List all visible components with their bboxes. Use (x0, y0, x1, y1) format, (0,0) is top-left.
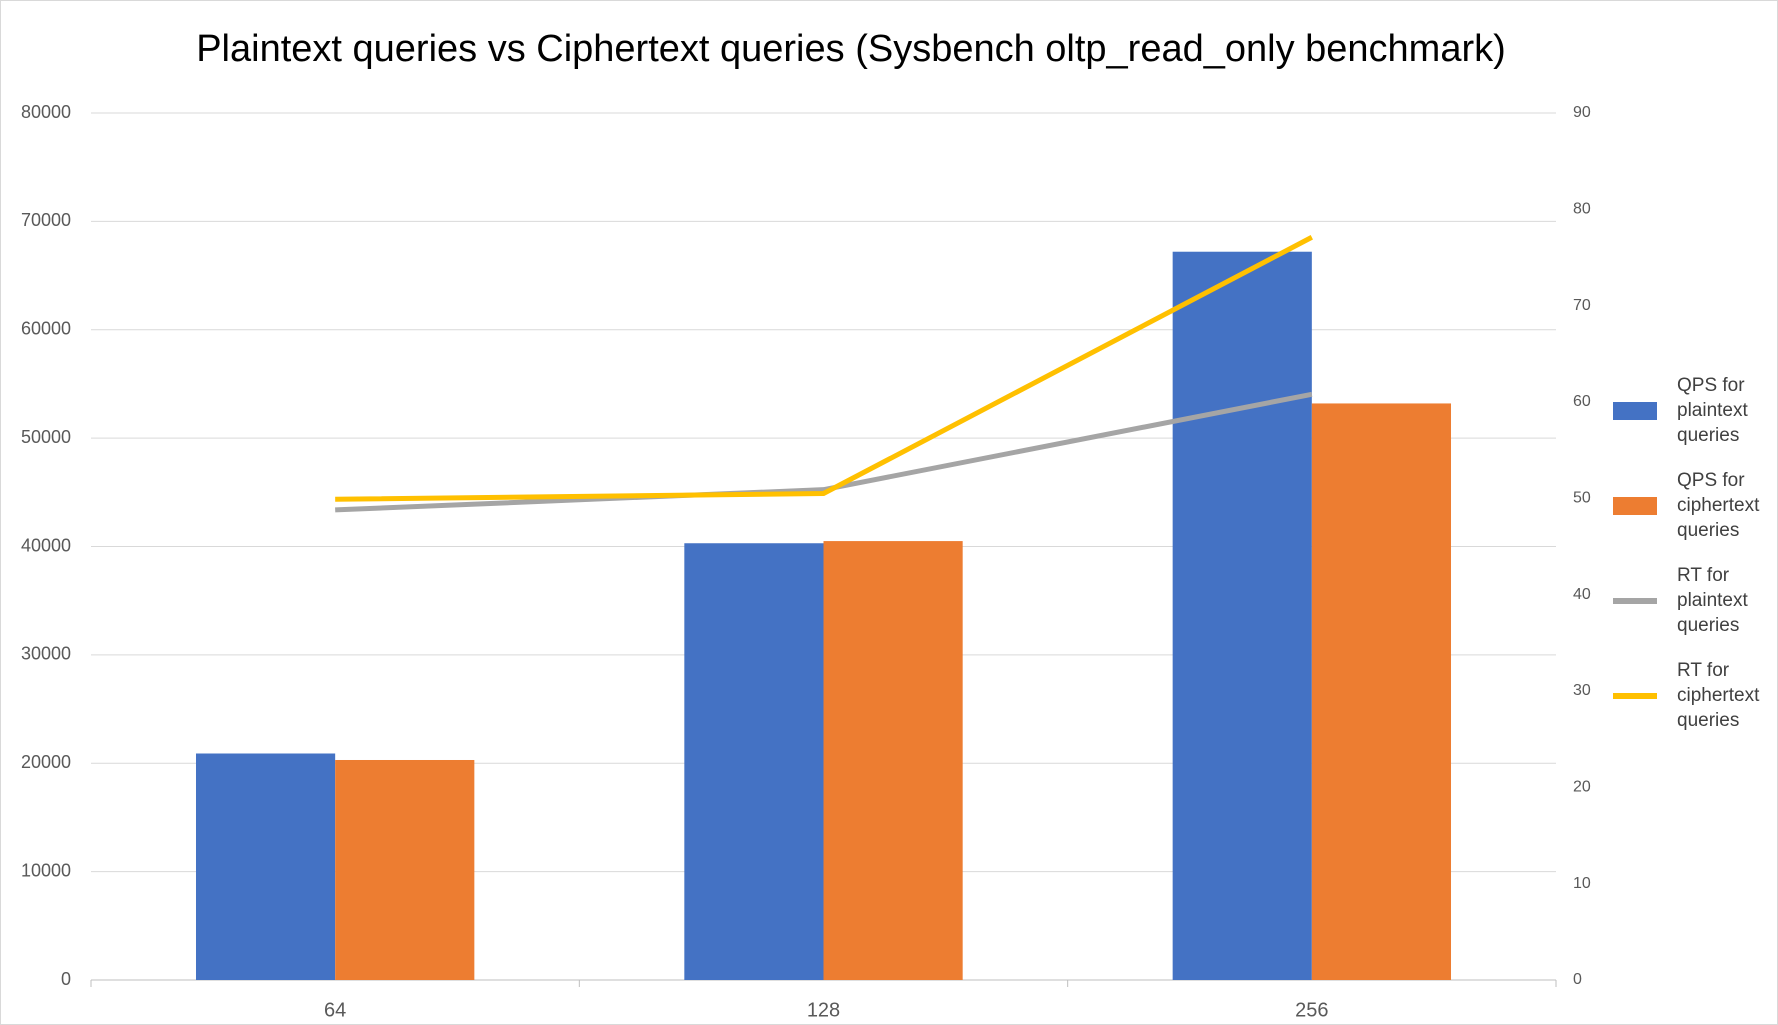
y-tick-label: 20000 (21, 752, 71, 772)
legend-label: QPS for ciphertext queries (1677, 470, 1760, 541)
y-tick-label: 10000 (21, 860, 71, 880)
y2-tick-label: 10 (1573, 875, 1591, 892)
bar (684, 543, 824, 980)
bar (1311, 403, 1452, 980)
y-tick-label: 40000 (21, 535, 71, 555)
bar (823, 541, 963, 980)
line (335, 391, 1313, 513)
chart-title: Plaintext queries vs Ciphertext queries … (196, 28, 1506, 70)
y2-tick-label: 50 (1573, 490, 1591, 507)
legend-label: RT for ciphertext queries (1677, 660, 1760, 731)
legend-item: RT for plaintext queries (1613, 563, 1773, 638)
y2-tick-label: 30 (1573, 682, 1591, 699)
y2-tick-label: 20 (1573, 779, 1591, 796)
x-tick-label: 128 (807, 999, 840, 1021)
y2-tick-label: 70 (1573, 297, 1591, 314)
bar (335, 759, 475, 980)
y-tick-label: 80000 (21, 102, 71, 122)
x-tick-label: 64 (324, 999, 346, 1021)
line (335, 235, 1313, 502)
legend-label: QPS for plaintext queries (1677, 375, 1748, 446)
y-tick-label: 50000 (21, 427, 71, 447)
y2-tick-label: 0 (1573, 971, 1582, 988)
legend-swatch (1613, 496, 1657, 515)
legend-swatch (1613, 597, 1657, 604)
y-tick-label: 60000 (21, 319, 71, 339)
y-tick-label: 0 (61, 969, 71, 989)
legend-item: QPS for ciphertext queries (1613, 468, 1773, 543)
y2-tick-label: 80 (1573, 201, 1591, 218)
y2-tick-label: 60 (1573, 393, 1591, 410)
legend-item: RT for ciphertext queries (1613, 658, 1773, 733)
x-tick-label: 256 (1295, 999, 1328, 1021)
y2-tick-label: 40 (1573, 586, 1591, 603)
bar (1172, 251, 1312, 981)
legend-item: QPS for plaintext queries (1613, 373, 1773, 448)
y2-tick-label: 90 (1573, 104, 1591, 121)
y-tick-label: 70000 (21, 210, 71, 230)
legend-label: RT for plaintext queries (1677, 565, 1748, 636)
legend-swatch (1613, 401, 1657, 420)
bar (195, 753, 336, 980)
legend: QPS for plaintext queries QPS for ciphert… (1613, 373, 1773, 753)
y-tick-label: 30000 (21, 644, 71, 664)
legend-swatch (1613, 692, 1657, 699)
